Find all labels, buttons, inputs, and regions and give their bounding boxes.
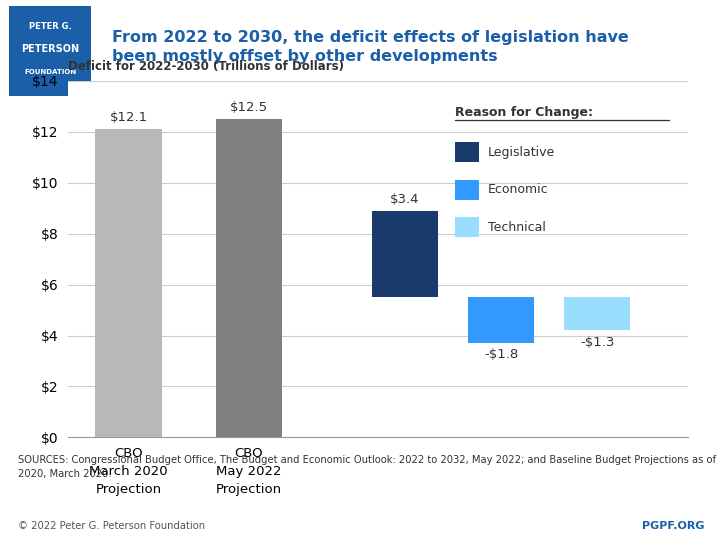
Text: FOUNDATION: FOUNDATION [24,69,76,75]
Bar [455,217,479,237]
Text: © 2022 Peter G. Peterson Foundation: © 2022 Peter G. Peterson Foundation [18,521,205,531]
Text: PETER G.: PETER G. [29,22,72,31]
Text: -$1.8: -$1.8 [484,348,518,361]
Bar [455,143,479,162]
Text: PGPF.ORG: PGPF.ORG [642,521,704,531]
Text: $12.5: $12.5 [230,101,268,114]
Bar [455,180,479,200]
Text: Economic: Economic [487,183,548,196]
Bar [468,298,534,343]
Text: SOURCES: Congressional Budget Office, The Budget and Economic Outlook: 2022 to 2: SOURCES: Congressional Budget Office, Th… [18,455,720,478]
Text: Technical: Technical [487,221,546,234]
Text: From 2022 to 2030, the deficit effects of legislation have
been mostly offset by: From 2022 to 2030, the deficit effects o… [112,30,629,64]
Text: $12.1: $12.1 [109,111,148,124]
Text: Reason for Change:: Reason for Change: [455,106,593,119]
Bar [564,298,631,330]
Text: PETERSON: PETERSON [22,44,79,54]
Text: -$1.3: -$1.3 [580,335,615,349]
Text: Legislative: Legislative [487,146,555,159]
Text: Deficit for 2022-2030 (Trillions of Dollars): Deficit for 2022-2030 (Trillions of Doll… [68,60,344,73]
Bar [372,211,438,298]
Bar [216,119,282,437]
Text: $3.4: $3.4 [390,193,420,206]
FancyBboxPatch shape [9,6,91,97]
Bar [96,130,161,437]
